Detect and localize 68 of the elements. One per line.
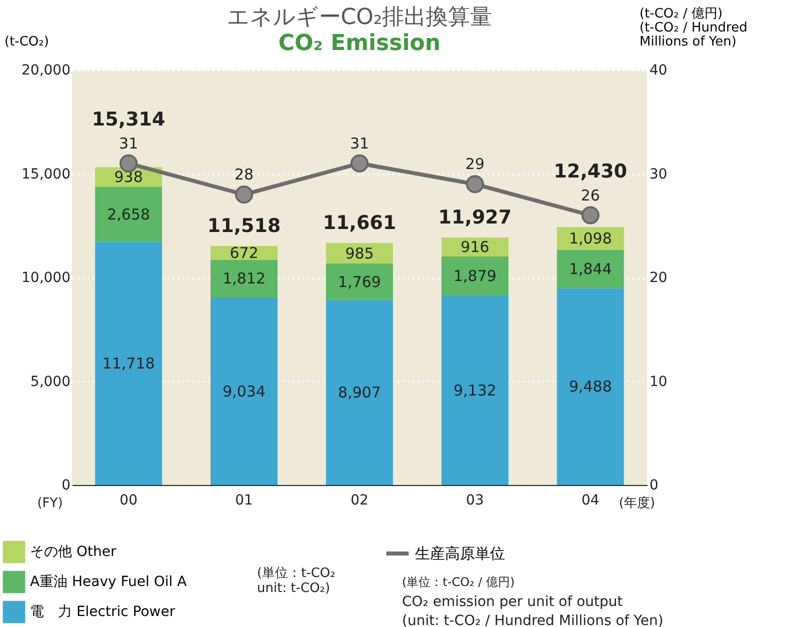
y2-axis-title: (t-CO₂ / 億円) (t-CO₂ / Hundred Millions of Yen) [640,6,748,50]
legend-label: A重油 Heavy Fuel Oil A [30,574,188,590]
y2-tick-label: 30 [650,166,668,182]
data-label: 1,812 [222,270,266,288]
legend-label: その他 Other [30,544,116,560]
data-label: 2,658 [107,205,150,224]
data-label: 11,718 [102,354,155,372]
y-tick-label: 5,000 [30,374,70,390]
total-label: 11,518 [207,215,281,237]
text: (単位：t-CO₂ unit: t-CO₂) [257,566,336,596]
text: (単位：t-CO₂ / 億円) [402,575,515,589]
bar [441,256,508,296]
data-label: 9,488 [568,378,612,396]
total-label: 11,661 [322,212,396,234]
x-tick-label: 01 [235,492,253,508]
y-tick-label: 0 [62,478,70,494]
point [581,206,600,224]
chart-subtitle: CO₂ Emission [278,31,441,56]
data-label: 26 [580,186,600,204]
bar [441,296,508,485]
total-label: 12,430 [554,160,628,182]
point [350,154,369,172]
x-tick-label: 02 [350,492,368,508]
bar [556,250,624,288]
data-label: 9,034 [222,382,266,400]
data-label: 938 [114,168,143,186]
data-label: 1,879 [453,267,496,286]
total-label: 11,927 [438,206,512,229]
chart-title: エネルギーCO₂排出換算量 [226,5,492,30]
y2-tick-label: 10 [650,374,668,390]
y-axis-title: (t-CO₂) [4,34,49,50]
bar [95,186,162,242]
point [234,185,254,204]
data-label: 31 [350,134,370,152]
bar [326,263,393,300]
bar [326,300,393,485]
bar [556,288,624,485]
data-label: 985 [345,244,374,262]
total-label: 15,314 [92,108,166,130]
data-label: 916 [460,238,490,256]
x-tick-label: 03 [466,492,484,508]
text: (年度) [618,495,656,511]
text: (unit: t-CO₂ / Hundred Millions of Yen) [402,613,664,627]
data-label: 1,844 [568,260,612,278]
data-label: 1,769 [338,272,381,291]
bar [210,260,278,298]
y2-tick-label: 40 [650,62,668,78]
text: (FY) [37,496,63,511]
y-tick-label: 20,000 [22,62,70,78]
data-label: 28 [234,166,254,184]
data-label: 672 [230,244,258,262]
y2-tick-label: 20 [650,270,668,286]
data-label: 31 [119,134,138,152]
x-tick-label: 04 [582,492,600,508]
y-tick-label: 10,000 [22,270,70,286]
text: CO₂ emission per unit of output [402,594,624,610]
y2-tick-label: 0 [650,478,658,494]
y-tick-label: 15,000 [22,166,70,182]
legend-label: 生産高原単位 [415,544,505,562]
bar [210,298,278,485]
legend-label: 電 力 Electric Power [30,604,176,620]
data-label: 1,098 [568,229,612,248]
bar [95,242,162,485]
data-label: 29 [465,155,485,174]
point [466,175,484,194]
x-tick-label: 00 [120,492,138,508]
data-label: 8,907 [338,384,381,402]
data-label: 9,132 [453,381,496,400]
